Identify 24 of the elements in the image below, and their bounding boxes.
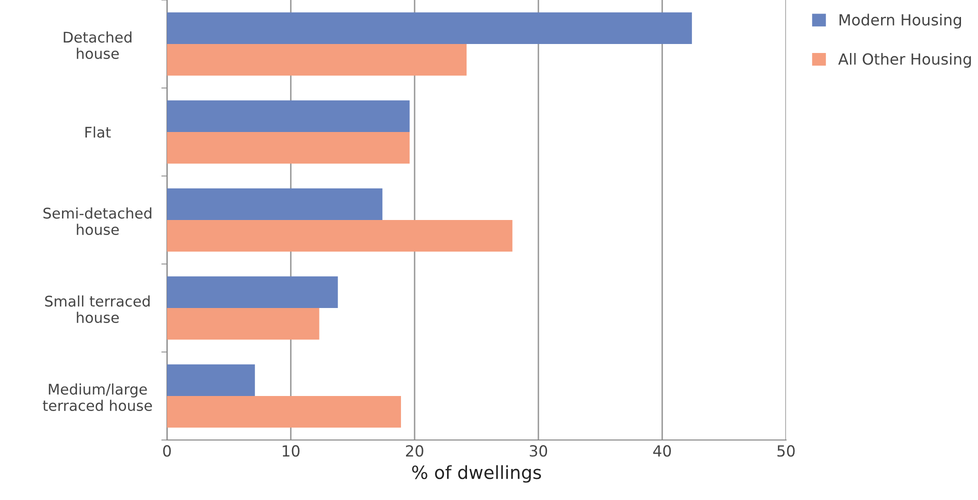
bar bbox=[167, 188, 382, 220]
bar bbox=[167, 396, 401, 428]
bar bbox=[167, 132, 410, 164]
legend-label: Modern Housing bbox=[840, 14, 961, 29]
x-tick-label: 0 bbox=[163, 445, 171, 457]
x-tick-label: 30 bbox=[530, 445, 548, 457]
y-tick-label: Medium/large terraced house bbox=[42, 383, 152, 412]
bar bbox=[167, 100, 410, 132]
x-tick-label: 20 bbox=[406, 445, 424, 457]
bar bbox=[167, 276, 338, 308]
y-tick-label: Flat bbox=[85, 126, 111, 138]
x-axis-title: % of dwellings bbox=[412, 465, 541, 483]
legend-label: All Other Housing bbox=[838, 52, 971, 68]
bar bbox=[167, 12, 692, 44]
y-tick-label: Semi-detached house bbox=[43, 207, 152, 236]
x-tick-label: 10 bbox=[282, 445, 300, 457]
x-tick-label: 40 bbox=[653, 445, 671, 457]
bar bbox=[167, 44, 467, 76]
y-tick-label: Small terraced house bbox=[45, 295, 150, 324]
bar bbox=[167, 364, 255, 396]
bar bbox=[167, 308, 320, 340]
x-tick-label: 50 bbox=[777, 445, 795, 457]
bar bbox=[167, 220, 512, 252]
y-tick-label: Detached house bbox=[64, 31, 132, 60]
